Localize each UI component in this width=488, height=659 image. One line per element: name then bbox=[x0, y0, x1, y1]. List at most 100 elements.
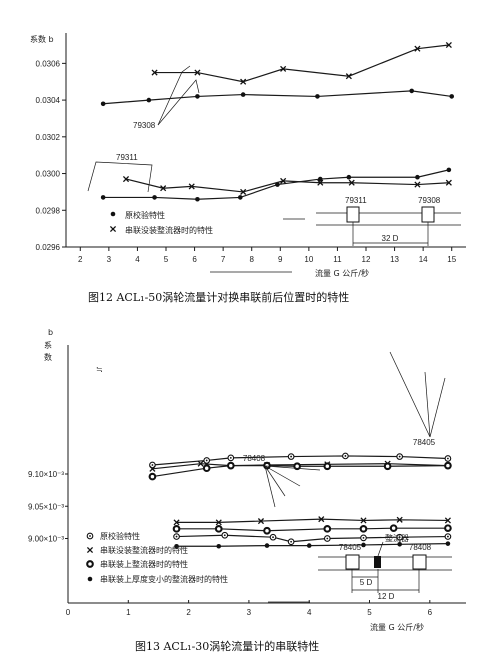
x-tick-label: 6 bbox=[428, 608, 433, 617]
data-point bbox=[414, 181, 421, 188]
y-axis-label: b bbox=[48, 328, 53, 337]
data-point bbox=[280, 177, 287, 184]
x-tick-label: 5 bbox=[367, 608, 372, 617]
leader-line bbox=[264, 465, 321, 471]
x-tick-label: 8 bbox=[249, 255, 254, 264]
data-point bbox=[149, 465, 156, 472]
data-point bbox=[202, 464, 211, 473]
leader-line bbox=[429, 377, 446, 438]
inset-label: 整流器 bbox=[385, 533, 409, 543]
data-point bbox=[100, 101, 106, 107]
y-tick-label: 9.00×10⁻³ bbox=[28, 535, 64, 544]
data-point bbox=[445, 179, 452, 186]
data-point-center bbox=[447, 535, 449, 538]
data-point bbox=[172, 524, 181, 533]
data-point-center bbox=[89, 535, 91, 537]
x-tick-label: 13 bbox=[390, 255, 399, 264]
legend-label: 串联没装整流器时的特性 bbox=[125, 225, 213, 235]
x-tick-label: 2 bbox=[186, 608, 191, 617]
data-point bbox=[188, 183, 195, 190]
data-point-center bbox=[151, 464, 154, 466]
leader-line bbox=[157, 65, 191, 126]
data-point bbox=[173, 519, 180, 526]
x-tick-label: 2 bbox=[78, 255, 83, 264]
data-point bbox=[444, 524, 452, 533]
data-point bbox=[360, 517, 367, 524]
data-point-center bbox=[344, 455, 347, 457]
data-point-center bbox=[229, 456, 232, 459]
data-point bbox=[215, 519, 222, 526]
data-point bbox=[345, 73, 352, 80]
data-point bbox=[109, 225, 117, 233]
data-point bbox=[264, 543, 270, 548]
data-point bbox=[110, 211, 116, 217]
y-axis-label: 数 bbox=[44, 352, 52, 362]
leader-line bbox=[157, 79, 200, 126]
legend-label: 串联装上整流器时的特性 bbox=[100, 559, 188, 569]
data-point bbox=[152, 195, 157, 200]
annotation-label: 78405 bbox=[413, 438, 436, 447]
legend-label: 原校验特性 bbox=[125, 210, 165, 220]
x-tick-label: 4 bbox=[307, 608, 312, 617]
inset-schematic-fig13 bbox=[318, 541, 452, 593]
y-tick-label: 0.0306 bbox=[36, 59, 61, 68]
series-line bbox=[154, 44, 449, 83]
inset-label: 79311 bbox=[345, 196, 367, 205]
figure-caption: 图12 ACL₁-50涡轮流量计对换串联前后位置时的特性 bbox=[88, 290, 349, 304]
x-tick-label: 12 bbox=[362, 255, 371, 264]
leader-line bbox=[264, 465, 286, 497]
data-point-center bbox=[290, 540, 293, 543]
data-point-center bbox=[447, 457, 449, 460]
data-point bbox=[275, 182, 280, 187]
x-tick-label: 11 bbox=[333, 255, 342, 264]
data-point bbox=[414, 45, 421, 52]
data-point bbox=[323, 462, 332, 471]
data-point bbox=[359, 524, 368, 533]
data-point bbox=[146, 97, 152, 103]
data-point bbox=[318, 516, 325, 523]
data-point bbox=[444, 461, 452, 470]
series-line bbox=[103, 90, 452, 105]
series-line bbox=[125, 178, 449, 193]
data-point bbox=[195, 94, 200, 99]
y-axis-label: 系 bbox=[44, 340, 52, 350]
data-point bbox=[317, 179, 324, 186]
data-point-center bbox=[398, 455, 401, 458]
data-point bbox=[361, 542, 366, 548]
x-tick-label: 6 bbox=[192, 255, 197, 264]
inset-label: 32 D bbox=[382, 234, 399, 243]
chart-fig13: 9.00×10⁻³ 9.05×10⁻³ 9.10×10⁻³ 0 1 2 3 4 5 6 b系数流量 … bbox=[28, 328, 466, 653]
data-point bbox=[237, 195, 243, 200]
legend-label: 原校验特性 bbox=[100, 531, 140, 541]
stray-mark: ≒ bbox=[96, 365, 103, 374]
x-tick-label: 5 bbox=[164, 255, 169, 264]
data-point bbox=[323, 524, 332, 533]
series-line bbox=[176, 534, 448, 543]
leader-line bbox=[264, 465, 301, 487]
data-point bbox=[348, 179, 355, 186]
x-tick-label: 3 bbox=[247, 608, 252, 617]
inset-label: 79308 bbox=[418, 196, 441, 205]
inset-label: 78405 bbox=[339, 543, 362, 552]
data-point bbox=[383, 462, 392, 471]
data-point bbox=[293, 462, 302, 471]
data-point bbox=[306, 543, 312, 548]
data-point bbox=[195, 196, 200, 202]
data-point bbox=[445, 541, 451, 546]
chart-fig12: 0.0296 0.0298 0.0300 0.0302 0.0304 0.0306 2 3 4 5… bbox=[30, 33, 466, 304]
data-point bbox=[257, 518, 265, 525]
leader-line bbox=[389, 351, 431, 438]
data-point bbox=[409, 88, 415, 94]
data-point bbox=[445, 41, 452, 49]
data-point bbox=[87, 576, 93, 582]
series-line bbox=[152, 465, 448, 478]
data-point bbox=[444, 517, 451, 524]
inset-label: 5 D bbox=[360, 578, 373, 587]
data-point bbox=[240, 78, 247, 85]
x-axis-label: 流量 G 公斤/秒 bbox=[315, 268, 369, 278]
data-point-center bbox=[326, 537, 329, 540]
data-point-center bbox=[175, 535, 178, 538]
leader-line bbox=[115, 162, 153, 193]
data-point-center bbox=[290, 455, 293, 458]
data-point bbox=[346, 174, 352, 180]
